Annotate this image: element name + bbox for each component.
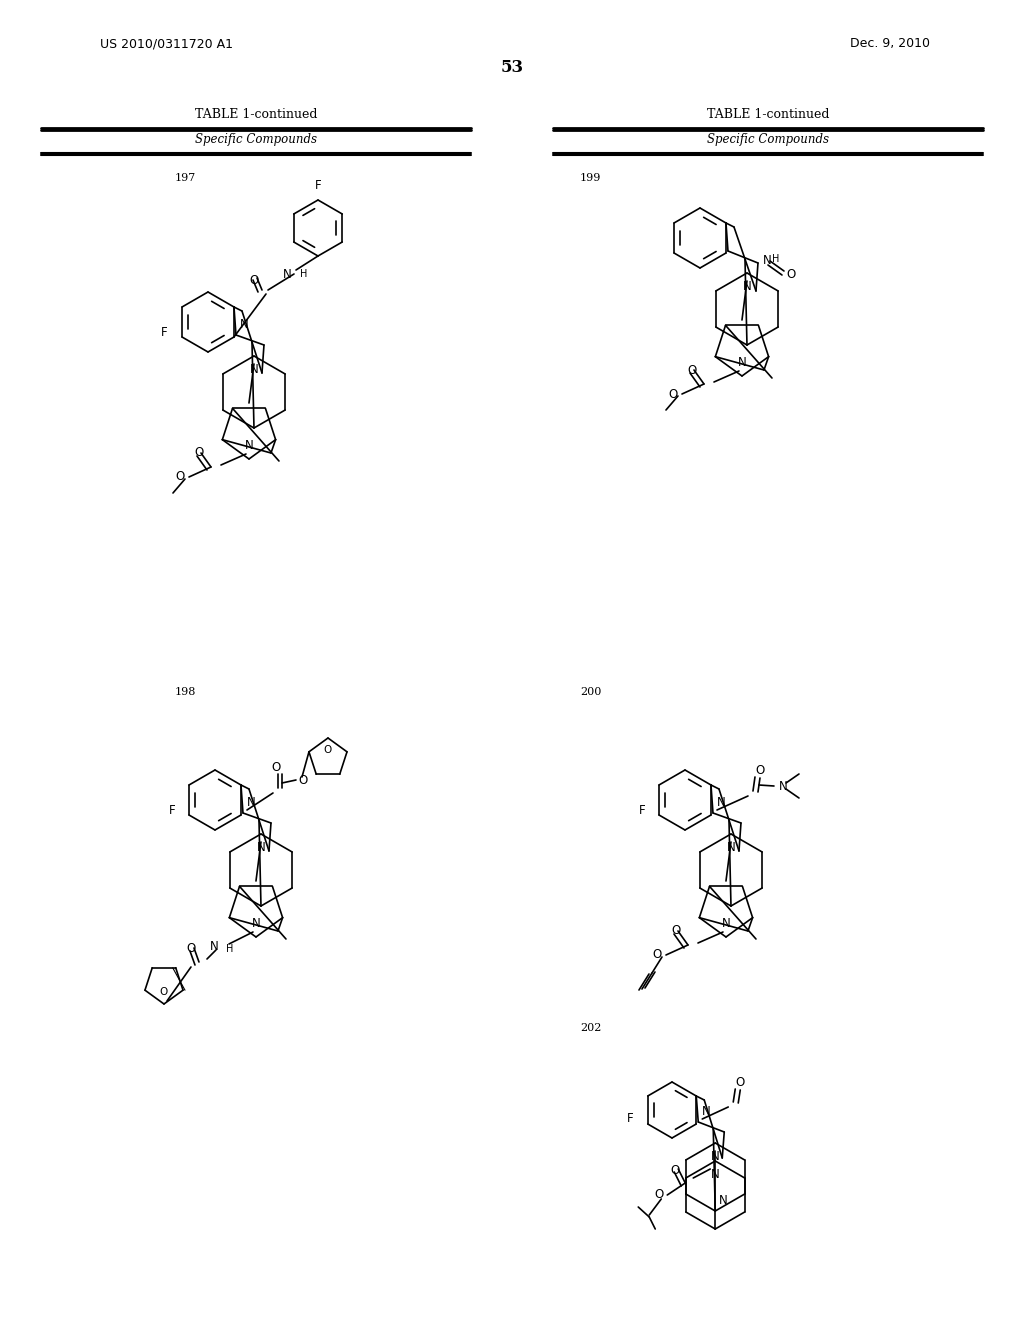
- Text: N: N: [257, 841, 265, 854]
- Text: 200: 200: [580, 686, 601, 697]
- Text: N: N: [702, 1105, 711, 1118]
- Text: N: N: [240, 318, 249, 331]
- Text: O: O: [195, 446, 204, 459]
- Text: O: O: [755, 764, 764, 777]
- Text: F: F: [638, 804, 645, 817]
- Text: H: H: [300, 269, 307, 279]
- Text: 202: 202: [580, 1023, 601, 1034]
- Text: H: H: [226, 944, 233, 954]
- Text: N: N: [742, 280, 752, 293]
- Text: N: N: [719, 1195, 728, 1206]
- Text: O: O: [652, 949, 662, 961]
- Text: N: N: [245, 440, 253, 451]
- Text: 53: 53: [501, 59, 523, 77]
- Text: 198: 198: [174, 686, 196, 697]
- Text: N: N: [717, 796, 726, 809]
- Text: O: O: [271, 762, 281, 774]
- Text: Specific Compounds: Specific Compounds: [707, 133, 829, 147]
- Text: N: N: [247, 796, 256, 809]
- Text: F: F: [314, 180, 322, 191]
- Text: O: O: [654, 1188, 664, 1201]
- Text: O: O: [735, 1076, 744, 1089]
- Text: F: F: [168, 804, 175, 817]
- Text: N: N: [250, 363, 258, 376]
- Text: O: O: [786, 268, 796, 281]
- Text: TABLE 1-continued: TABLE 1-continued: [195, 108, 317, 121]
- Text: N: N: [779, 780, 787, 792]
- Text: O: O: [176, 470, 185, 483]
- Text: N: N: [284, 268, 292, 281]
- Text: O: O: [687, 363, 696, 376]
- Text: F: F: [162, 326, 168, 338]
- Text: TABLE 1-continued: TABLE 1-continued: [707, 108, 829, 121]
- Text: US 2010/0311720 A1: US 2010/0311720 A1: [100, 37, 233, 50]
- Text: O: O: [186, 941, 196, 954]
- Text: N: N: [210, 940, 219, 953]
- Text: N: N: [711, 1168, 720, 1181]
- Text: 199: 199: [580, 173, 601, 183]
- Text: Dec. 9, 2010: Dec. 9, 2010: [850, 37, 930, 50]
- Text: O: O: [298, 774, 307, 787]
- Text: O: O: [671, 1163, 680, 1176]
- Text: N: N: [711, 1150, 720, 1163]
- Text: 197: 197: [174, 173, 196, 183]
- Text: N: N: [722, 917, 730, 931]
- Text: N: N: [737, 356, 746, 370]
- Text: F: F: [628, 1111, 634, 1125]
- Text: H: H: [772, 253, 779, 264]
- Text: O: O: [672, 924, 681, 937]
- Text: N: N: [252, 917, 260, 931]
- Text: O: O: [160, 987, 168, 997]
- Text: O: O: [324, 744, 332, 755]
- Text: Specific Compounds: Specific Compounds: [195, 133, 317, 147]
- Text: N: N: [727, 841, 735, 854]
- Text: O: O: [250, 273, 259, 286]
- Text: N: N: [763, 255, 772, 268]
- Text: O: O: [669, 388, 678, 400]
